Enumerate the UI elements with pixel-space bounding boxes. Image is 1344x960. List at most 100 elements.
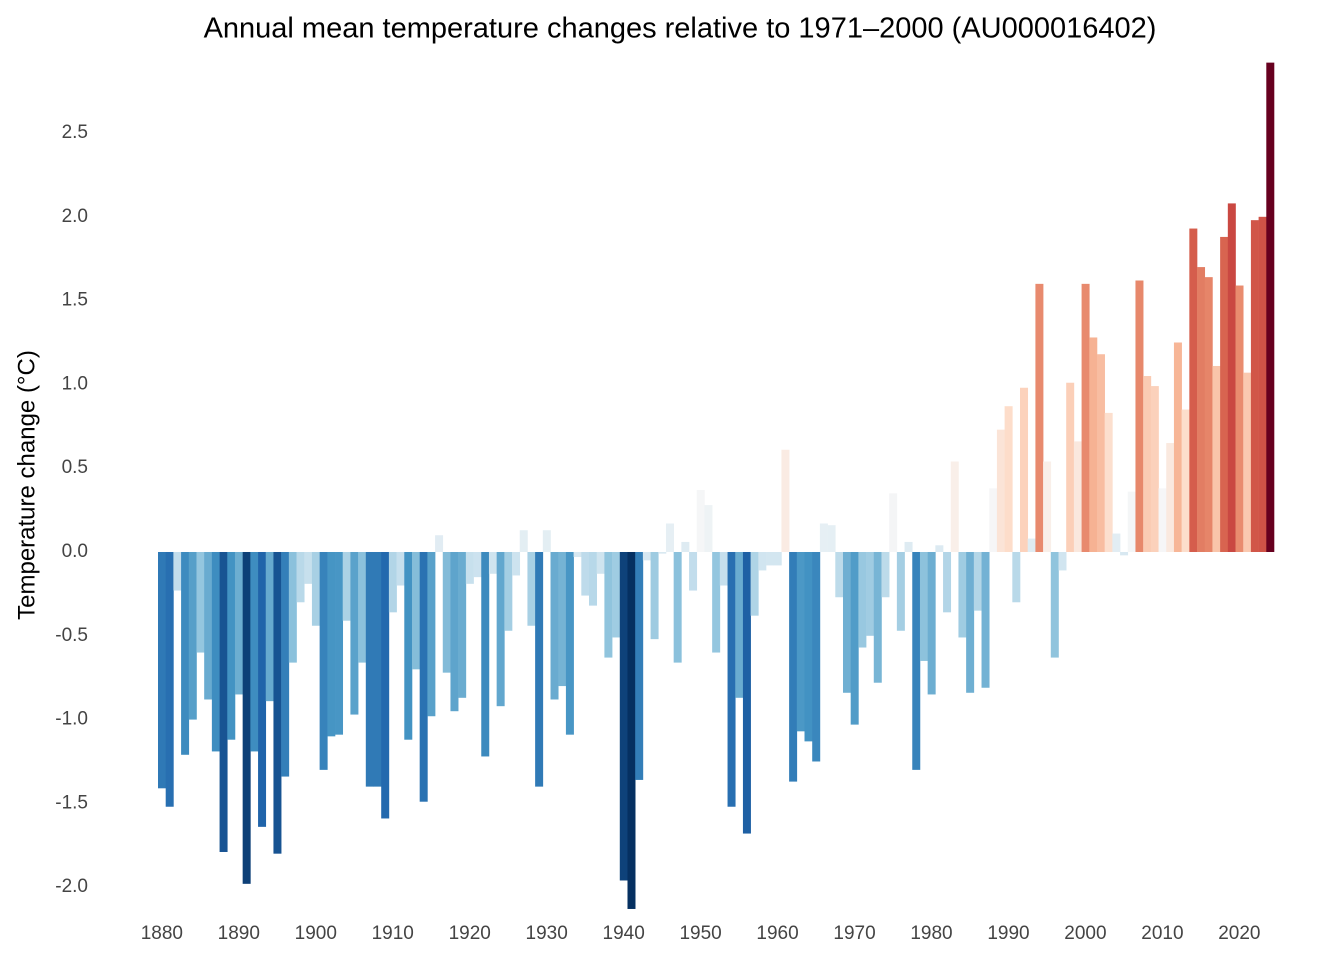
bar (1104, 412, 1113, 552)
y-tick-label: 1.5 (62, 290, 88, 311)
bar (158, 551, 166, 789)
x-tick-label: 1900 (295, 923, 337, 944)
bar (1120, 551, 1129, 556)
bar (1235, 285, 1244, 552)
bar (1204, 277, 1213, 552)
bar (589, 551, 598, 606)
bar (234, 551, 243, 695)
bar (973, 551, 982, 611)
bar (1135, 280, 1144, 552)
bar (535, 551, 544, 787)
bar (473, 551, 482, 578)
bar (596, 551, 605, 574)
x-tick-label: 1910 (372, 923, 414, 944)
bar (619, 551, 628, 881)
bar (265, 551, 274, 702)
bar (442, 551, 451, 673)
bar (1181, 409, 1190, 552)
x-tick-label: 2010 (1141, 923, 1183, 944)
bar (612, 551, 621, 638)
bar (1250, 220, 1259, 552)
bar (1127, 491, 1136, 552)
y-tick-label: -1.0 (55, 709, 88, 730)
bar (1081, 283, 1090, 552)
bar (904, 541, 913, 552)
bar (481, 551, 490, 757)
bar (996, 429, 1005, 552)
bar (1066, 382, 1075, 552)
bar (873, 551, 882, 683)
bar (719, 551, 728, 586)
bar (419, 551, 428, 802)
bar (1020, 387, 1029, 552)
bar (665, 523, 674, 552)
bar (881, 551, 890, 598)
bar (742, 551, 751, 834)
x-tick-label: 1970 (833, 923, 875, 944)
x-tick-label: 1990 (987, 923, 1029, 944)
bar (304, 551, 313, 584)
bar (773, 551, 782, 566)
bar (311, 551, 320, 626)
bar (388, 551, 397, 613)
bar (1096, 354, 1105, 552)
x-tick-label: 1920 (449, 923, 491, 944)
bar (181, 551, 190, 755)
bar (981, 551, 990, 688)
bar (488, 551, 497, 574)
bar (1266, 62, 1275, 552)
bar (1258, 216, 1267, 552)
bar (850, 551, 859, 725)
bar (781, 449, 790, 552)
bar (204, 551, 213, 700)
bar (1050, 551, 1059, 658)
bar (527, 551, 536, 626)
bar (712, 551, 721, 653)
bar (519, 530, 528, 552)
bar (889, 493, 898, 552)
bar (296, 551, 305, 603)
bar (1073, 441, 1082, 552)
bar (550, 551, 559, 700)
bar (188, 551, 197, 720)
bar (812, 551, 821, 762)
bar (766, 551, 775, 566)
x-tick-label: 1980 (910, 923, 952, 944)
y-tick-label: 0.0 (62, 541, 88, 562)
bar (358, 551, 367, 663)
bar (1112, 533, 1121, 552)
y-tick-label: 2.0 (62, 206, 88, 227)
bar (758, 551, 767, 571)
bar (1150, 386, 1159, 552)
x-tick-label: 1930 (526, 923, 568, 944)
x-tick-label: 1960 (756, 923, 798, 944)
bar (919, 551, 928, 661)
bar (750, 551, 759, 616)
bar (565, 551, 574, 735)
bar (1027, 538, 1036, 552)
bar (458, 551, 467, 698)
bar (211, 551, 220, 752)
bar (396, 551, 405, 586)
bar (1035, 283, 1044, 552)
bar (327, 551, 336, 737)
bar (950, 461, 959, 552)
bar (581, 551, 590, 596)
bar (635, 551, 644, 780)
bar (696, 489, 705, 552)
bar (627, 551, 636, 909)
bar (642, 551, 651, 561)
bar (912, 551, 921, 770)
bar (250, 551, 259, 752)
bar (350, 551, 359, 715)
bar (1043, 461, 1052, 552)
x-tick-label: 2020 (1218, 923, 1260, 944)
bar (827, 525, 836, 552)
bar (496, 551, 505, 707)
bar (842, 551, 851, 693)
bar (365, 551, 374, 787)
bar (281, 551, 290, 777)
bar (1197, 267, 1206, 552)
